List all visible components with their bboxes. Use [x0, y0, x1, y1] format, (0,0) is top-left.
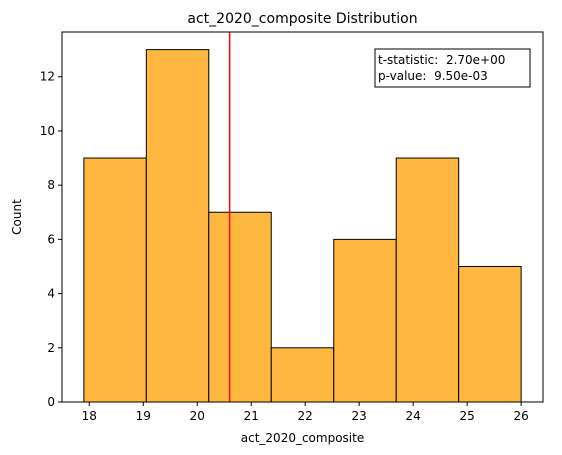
x-tick-label: 26: [513, 409, 528, 423]
x-tick-label: 18: [82, 409, 97, 423]
bars-group: [83, 49, 522, 403]
p-value-text: p-value: 9.50e-03: [378, 69, 488, 83]
x-axis-title: act_2020_composite: [241, 431, 364, 445]
x-tick-label: 24: [406, 409, 421, 423]
x-tick-label: 19: [136, 409, 151, 423]
x-axis-ticks: 18 19 20 21 22 23 24 25 26: [82, 402, 529, 423]
histogram-bar-1: [145, 49, 210, 403]
y-tick-label: 6: [47, 232, 55, 246]
histogram-bar-3: [270, 347, 335, 403]
y-tick-label: 8: [47, 178, 55, 192]
y-axis-title: Count: [10, 199, 24, 235]
y-tick-label: 12: [40, 70, 55, 84]
histogram-bar-0: [83, 157, 147, 403]
histogram-bar-4: [333, 238, 397, 403]
axes-frame: [61, 31, 544, 403]
x-tick-label: 25: [460, 409, 475, 423]
x-tick-label: 20: [190, 409, 205, 423]
histogram-bar-5: [395, 157, 460, 403]
annotation-box: [374, 48, 531, 88]
y-tick-label: 10: [40, 124, 55, 138]
y-tick-label: 4: [47, 287, 55, 301]
t-statistic-text: t-statistic: 2.70e+00: [378, 53, 505, 67]
x-tick-label: 21: [244, 409, 259, 423]
y-tick-label: 0: [47, 395, 55, 409]
histogram-bar-6: [458, 265, 522, 403]
y-axis-ticks: 0 2 4 6 8 10 12: [40, 70, 62, 409]
y-tick-label: 2: [47, 341, 55, 355]
statistics-annotation: t-statistic: 2.70e+00 p-value: 9.50e-03: [374, 48, 531, 88]
x-tick-label: 22: [298, 409, 313, 423]
chart-title: act_2020_composite Distribution: [187, 11, 417, 27]
x-tick-label: 23: [352, 409, 367, 423]
histogram-bar-2: [208, 211, 272, 403]
